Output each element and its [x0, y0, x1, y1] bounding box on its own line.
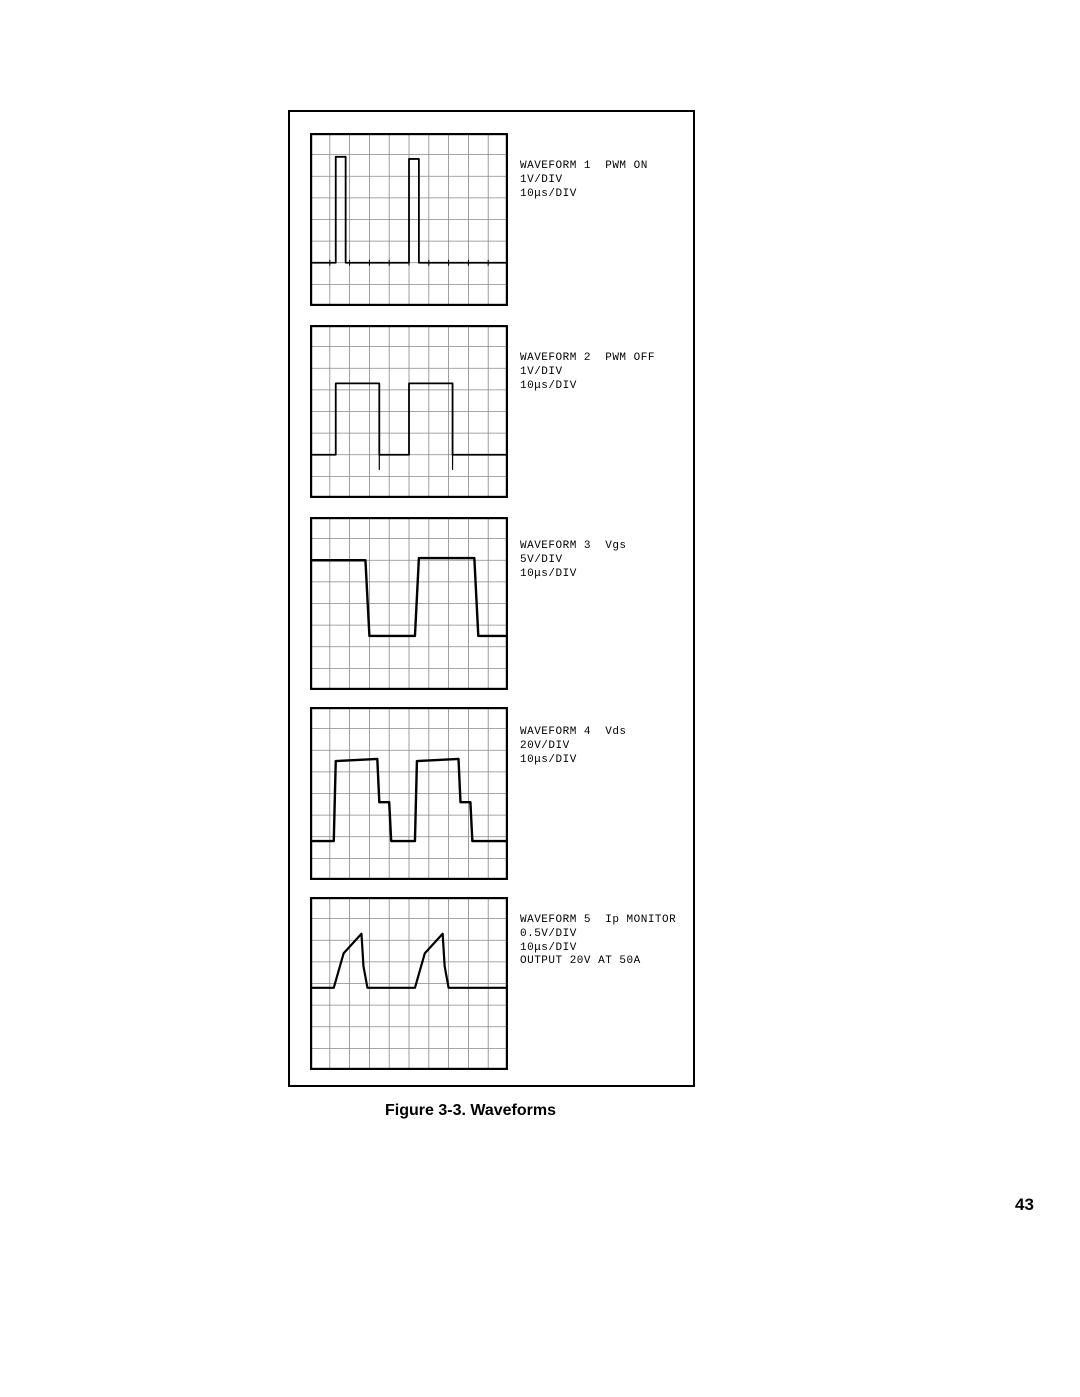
scope-waveform-2 — [310, 325, 508, 498]
scope-waveform-1 — [310, 133, 508, 306]
scope-waveform-3 — [310, 517, 508, 690]
label-waveform-1: WAVEFORM 1 PWM ON 1V/DIV 10μs/DIV — [520, 160, 648, 201]
label-waveform-2: WAVEFORM 2 PWM OFF 1V/DIV 10μs/DIV — [520, 352, 655, 393]
page: WAVEFORM 1 PWM ON 1V/DIV 10μs/DIV WAVEFO… — [0, 0, 1080, 1397]
scope-waveform-4 — [310, 707, 508, 880]
label-waveform-4: WAVEFORM 4 Vds 20V/DIV 10μs/DIV — [520, 726, 627, 767]
label-waveform-3: WAVEFORM 3 Vgs 5V/DIV 10μs/DIV — [520, 540, 627, 581]
page-number: 43 — [1015, 1195, 1034, 1215]
label-waveform-5: WAVEFORM 5 Ip MONITOR 0.5V/DIV 10μs/DIV … — [520, 914, 676, 969]
figure-caption: Figure 3-3. Waveforms — [385, 1102, 556, 1120]
scope-waveform-5 — [310, 897, 508, 1070]
